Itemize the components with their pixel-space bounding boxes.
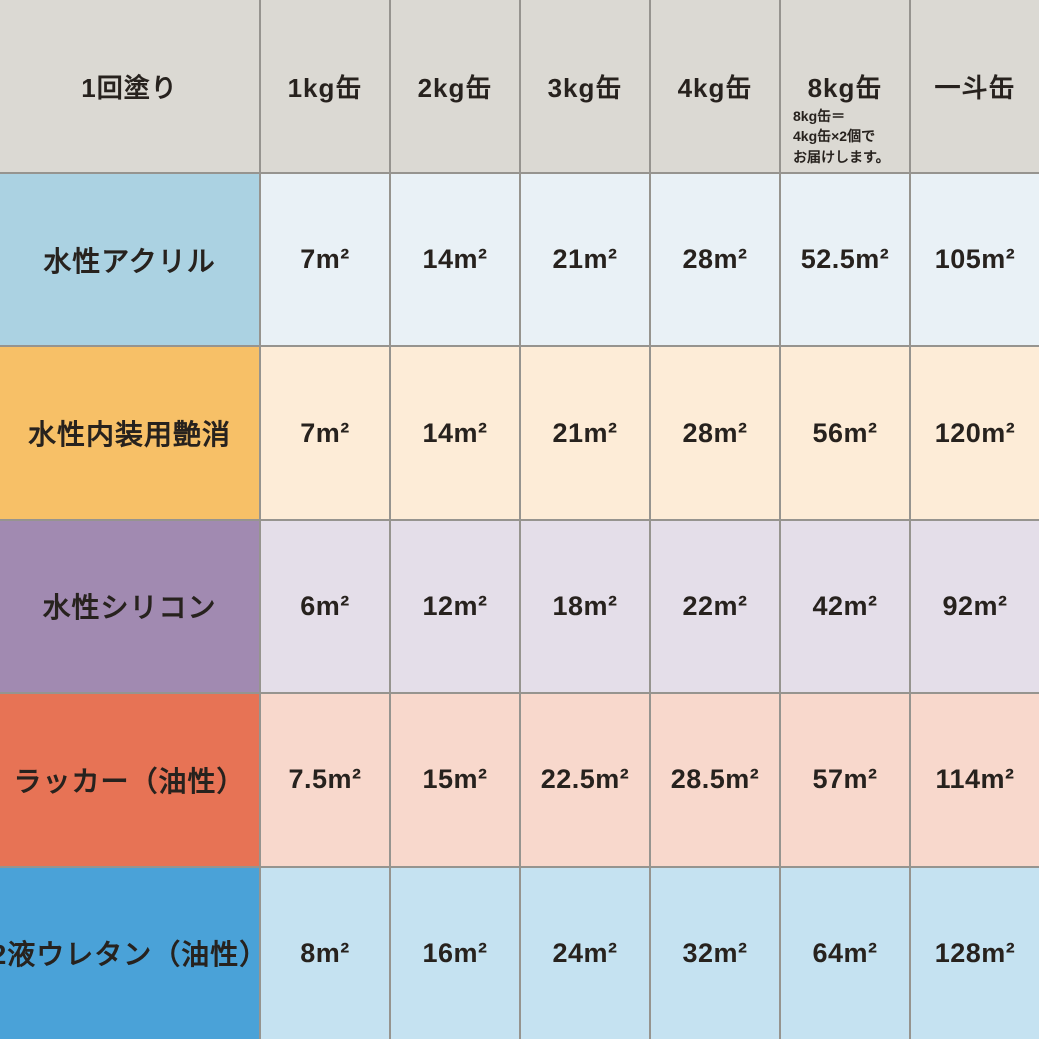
value-cell: 16m²	[391, 867, 519, 1039]
value-cell: 114m²	[911, 694, 1039, 866]
coverage-value: 8m²	[300, 937, 350, 968]
coverage-value: 7m²	[300, 244, 350, 275]
coverage-value: 15m²	[422, 764, 488, 795]
coverage-value: 7.5m²	[288, 764, 362, 795]
row-label-text: ラッカー（油性）	[13, 765, 246, 797]
coverage-value: 120m²	[934, 417, 1016, 448]
coverage-value: 42m²	[812, 590, 878, 621]
header-label: 1回塗り	[81, 72, 178, 103]
value-cell: 28m²	[651, 174, 779, 346]
coverage-value: 57m²	[812, 764, 878, 795]
header-8kg-note: 8kg缶＝ 4kg缶×2個で お届けします。	[793, 106, 890, 167]
value-cell: 105m²	[911, 174, 1039, 346]
value-cell: 21m²	[521, 347, 649, 519]
value-cell: 57m²	[781, 694, 909, 866]
value-cell: 32m²	[651, 867, 779, 1039]
header-cell-coats: 1回塗り	[0, 0, 259, 172]
row-label-text: 水性アクリル	[43, 245, 216, 277]
value-cell: 14m²	[391, 174, 519, 346]
coverage-value: 16m²	[422, 937, 488, 968]
coverage-value: 22m²	[682, 590, 748, 621]
coverage-value: 52.5m²	[800, 244, 890, 275]
header-label: 4kg缶	[677, 72, 753, 103]
header-cell-4kg: 4kg缶	[651, 0, 779, 172]
header-label: 1kg缶	[287, 72, 363, 103]
row-label-text: 水性内装用艶消	[27, 419, 231, 451]
value-cell: 120m²	[911, 347, 1039, 519]
coverage-value: 28.5m²	[670, 764, 760, 795]
value-cell: 28.5m²	[651, 694, 779, 866]
value-cell: 8m²	[261, 867, 389, 1039]
coverage-value: 21m²	[552, 417, 618, 448]
value-cell: 22.5m²	[521, 694, 649, 866]
value-cell: 56m²	[781, 347, 909, 519]
coverage-value: 28m²	[682, 417, 748, 448]
coverage-value: 14m²	[422, 417, 488, 448]
coverage-value: 21m²	[552, 244, 618, 275]
coverage-value: 24m²	[552, 937, 618, 968]
header-label: 3kg缶	[547, 72, 623, 103]
coverage-value: 6m²	[300, 590, 350, 621]
value-cell: 128m²	[911, 867, 1039, 1039]
value-cell: 28m²	[651, 347, 779, 519]
note-line: お届けします。	[793, 148, 890, 165]
row-label-suisei-acryl: 水性アクリル	[0, 174, 259, 346]
coverage-value: 28m²	[682, 244, 748, 275]
coverage-value: 22.5m²	[540, 764, 630, 795]
header-label: 2kg缶	[417, 72, 493, 103]
row-label-suisei-silicon: 水性シリコン	[0, 520, 259, 693]
value-cell: 42m²	[781, 520, 909, 693]
value-cell: 7.5m²	[261, 694, 389, 866]
row-label-suisei-naisou: 水性内装用艶消	[0, 347, 259, 519]
value-cell: 64m²	[781, 867, 909, 1039]
value-cell: 14m²	[391, 347, 519, 519]
header-label: 8kg缶	[807, 72, 883, 103]
coverage-value: 18m²	[552, 590, 618, 621]
coverage-value: 128m²	[934, 937, 1016, 968]
value-cell: 12m²	[391, 520, 519, 693]
header-cell-8kg: 8kg缶 8kg缶＝ 4kg缶×2個で お届けします。	[781, 0, 909, 172]
coverage-value: 32m²	[682, 937, 748, 968]
coverage-value: 7m²	[300, 417, 350, 448]
note-line: 8kg缶＝	[793, 108, 846, 124]
header-cell-3kg: 3kg缶	[521, 0, 649, 172]
value-cell: 6m²	[261, 520, 389, 693]
coverage-value: 14m²	[422, 244, 488, 275]
value-cell: 7m²	[261, 347, 389, 519]
value-cell: 52.5m²	[781, 174, 909, 346]
value-cell: 92m²	[911, 520, 1039, 693]
coverage-value: 56m²	[812, 417, 878, 448]
value-cell: 18m²	[521, 520, 649, 693]
row-label-lacquer: ラッカー（油性）	[0, 694, 259, 866]
note-line: 4kg缶×2個で	[793, 128, 876, 145]
value-cell: 21m²	[521, 174, 649, 346]
value-cell: 7m²	[261, 174, 389, 346]
coverage-value: 92m²	[942, 590, 1008, 621]
value-cell: 15m²	[391, 694, 519, 866]
coverage-value: 114m²	[935, 764, 1015, 795]
row-label-urethane: 2液ウレタン（油性）	[0, 867, 259, 1039]
coverage-value: 12m²	[422, 590, 488, 621]
value-cell: 22m²	[651, 520, 779, 693]
row-label-text: 水性シリコン	[42, 592, 217, 624]
value-cell: 24m²	[521, 867, 649, 1039]
coverage-value: 105m²	[934, 244, 1016, 275]
header-cell-2kg: 2kg缶	[391, 0, 519, 172]
header-label: 一斗缶	[934, 72, 1016, 103]
header-cell-1kg: 1kg缶	[261, 0, 389, 172]
header-cell-itto: 一斗缶	[911, 0, 1039, 172]
row-label-text: 2液ウレタン（油性）	[0, 939, 259, 971]
coverage-value: 64m²	[812, 937, 878, 968]
